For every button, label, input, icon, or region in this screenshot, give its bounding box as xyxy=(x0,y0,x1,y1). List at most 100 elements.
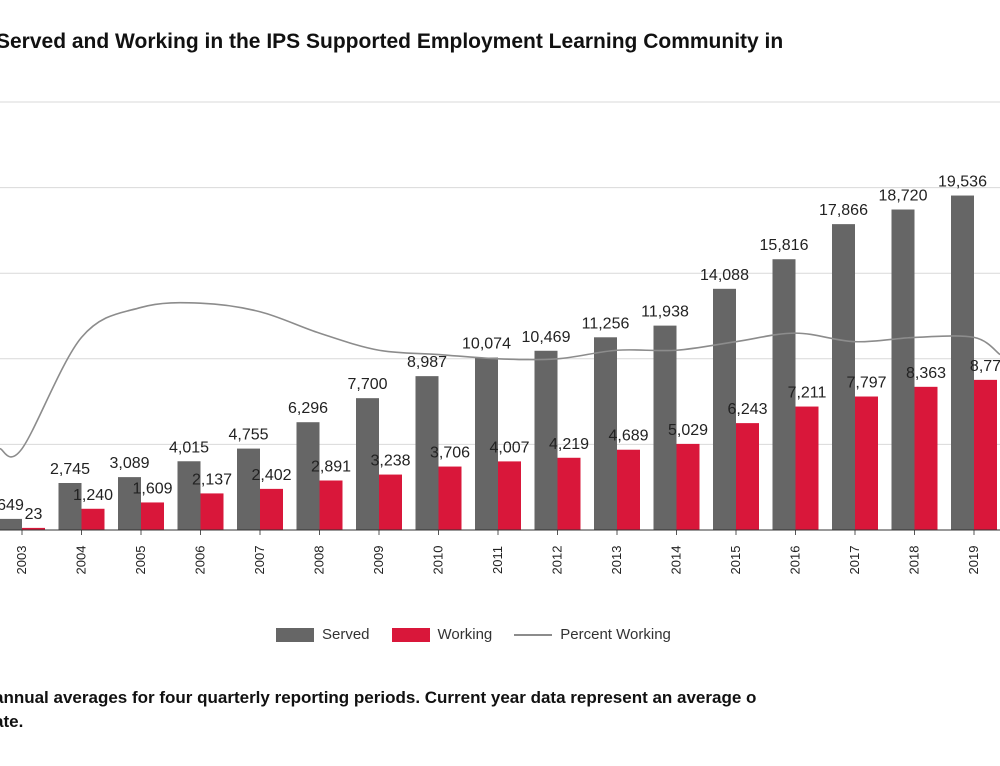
tick-label-2019: 2019 xyxy=(966,546,981,575)
tick-label-2004: 2004 xyxy=(74,546,89,575)
data-label-working-2012: 4,219 xyxy=(549,436,589,453)
data-label-working-2004: 1,240 xyxy=(73,487,113,504)
bar-served-2009 xyxy=(356,398,379,530)
data-label-served-2010: 8,987 xyxy=(407,354,447,371)
data-label-working-2017: 7,797 xyxy=(846,375,886,392)
legend-label-working: Working xyxy=(437,626,493,643)
data-label-served-2017: 17,866 xyxy=(819,202,868,219)
tick-label-2013: 2013 xyxy=(609,546,624,575)
data-label-served-2005: 3,089 xyxy=(109,455,149,472)
bar-working-2019 xyxy=(974,379,997,530)
bar-working-2013 xyxy=(617,449,640,530)
tick-label-2015: 2015 xyxy=(728,546,743,575)
bar-working-2006 xyxy=(200,493,224,530)
data-label-served-2018: 18,720 xyxy=(879,188,928,205)
bar-served-2010 xyxy=(415,376,439,530)
footnote: annual averages for four quarterly repor… xyxy=(0,688,757,731)
bar-served-2013 xyxy=(594,337,617,530)
bar-served-2019 xyxy=(951,195,974,530)
legend-item-percent-working: Percent Working xyxy=(514,626,671,643)
data-label-working-2005: 1,609 xyxy=(132,480,172,497)
data-label-working-2018: 8,363 xyxy=(906,365,946,382)
bar-served-2003 xyxy=(0,518,22,530)
bar-served-2015 xyxy=(713,288,736,530)
data-label-served-2009: 7,700 xyxy=(347,376,387,393)
data-label-served-2003: 649 xyxy=(0,497,24,514)
legend: Served Working Percent Working xyxy=(276,626,693,643)
bar-working-2003 xyxy=(22,527,45,530)
legend-item-served: Served xyxy=(276,626,370,643)
bar-working-2010 xyxy=(438,466,462,530)
line-percent-working xyxy=(0,301,1000,458)
data-label-served-2007: 4,755 xyxy=(228,427,268,444)
legend-item-working: Working xyxy=(391,626,493,643)
bar-working-2016 xyxy=(795,406,819,530)
bar-working-2015 xyxy=(736,423,759,530)
bar-working-2004 xyxy=(81,508,105,530)
percent-line xyxy=(0,301,1000,458)
tick-label-2010: 2010 xyxy=(431,546,446,575)
data-label-working-2019: 8,77 xyxy=(970,358,1000,375)
data-label-served-2016: 15,816 xyxy=(760,237,809,254)
bar-working-2017 xyxy=(855,396,878,530)
legend-swatch-percent-working xyxy=(514,633,553,636)
bar-working-2018 xyxy=(914,386,938,530)
data-label-working-2010: 3,706 xyxy=(430,445,470,462)
data-label-served-2006: 4,015 xyxy=(169,439,209,456)
tick-label-2017: 2017 xyxy=(847,546,862,575)
data-label-working-2003: 23 xyxy=(25,506,43,523)
bar-working-2012 xyxy=(557,457,581,530)
tick-label-2012: 2012 xyxy=(550,546,565,575)
tick-label-2011: 2011 xyxy=(490,546,505,574)
bar-served-2005 xyxy=(118,477,141,530)
data-label-served-2008: 6,296 xyxy=(288,400,328,417)
tick-label-2005: 2005 xyxy=(133,546,148,575)
bar-working-2007 xyxy=(260,488,283,530)
data-label-served-2014: 11,938 xyxy=(641,304,689,321)
tick-label-2006: 2006 xyxy=(193,546,208,575)
data-label-working-2006: 2,137 xyxy=(192,471,232,488)
bar-served-2012 xyxy=(534,350,558,530)
bar-served-2007 xyxy=(237,448,260,530)
bar-served-2017 xyxy=(832,224,855,530)
bar-served-2018 xyxy=(891,209,915,530)
data-label-working-2008: 2,891 xyxy=(311,459,351,476)
tick-label-2008: 2008 xyxy=(312,546,327,575)
data-label-working-2009: 3,238 xyxy=(370,453,410,470)
x-axis-ticks: 2003 2004 2005 2006 2007 2008 2009 2010 2011 2012… xyxy=(0,529,1000,575)
data-label-working-2014: 5,029 xyxy=(668,422,708,439)
data-label-working-2011: 4,007 xyxy=(489,439,529,456)
bar-working-2009 xyxy=(379,474,402,530)
data-label-served-2011: 10,074 xyxy=(462,336,511,353)
data-label-working-2016: 7,211 xyxy=(788,385,827,402)
bar-working-2005 xyxy=(141,502,164,530)
bars xyxy=(0,195,997,530)
legend-label-served: Served xyxy=(322,626,370,643)
legend-label-percent-working: Percent Working xyxy=(560,626,671,643)
bar-served-2006 xyxy=(177,461,201,530)
bar-working-2014 xyxy=(676,443,700,530)
legend-swatch-working xyxy=(391,627,430,642)
data-label-served-2012: 10,469 xyxy=(522,329,571,346)
bar-served-2008 xyxy=(296,422,320,530)
legend-swatch-served xyxy=(276,627,314,642)
tick-label-2009: 2009 xyxy=(371,546,386,575)
data-label-served-2013: 11,256 xyxy=(582,315,630,332)
bar-served-2004 xyxy=(58,483,82,530)
bar-served-2016 xyxy=(772,259,796,530)
tick-label-2003: 2003 xyxy=(14,546,29,575)
bar-served-2014 xyxy=(653,325,677,530)
bar-working-2011 xyxy=(498,461,521,530)
data-label-working-2015: 6,243 xyxy=(727,401,767,418)
tick-label-2016: 2016 xyxy=(788,546,803,575)
tick-label-2014: 2014 xyxy=(669,546,684,575)
data-label-served-2004: 2,745 xyxy=(50,461,90,478)
data-label-served-2015: 14,088 xyxy=(700,267,749,284)
tick-label-2007: 2007 xyxy=(252,546,267,575)
data-label-served-2019: 19,536 xyxy=(938,174,987,191)
bar-working-2008 xyxy=(319,480,343,530)
data-label-working-2013: 4,689 xyxy=(608,428,648,445)
data-label-working-2007: 2,402 xyxy=(251,467,291,484)
